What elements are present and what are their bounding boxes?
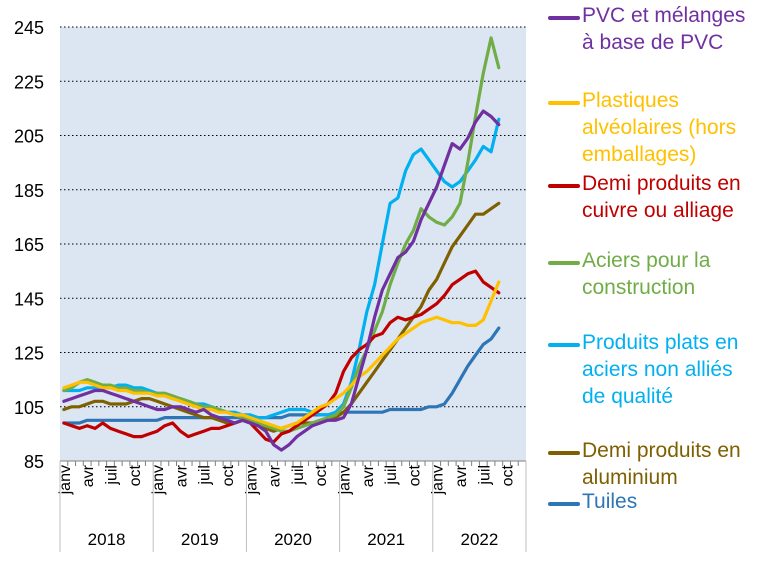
legend-label: Demi produits en cuivre ou alliage <box>582 172 741 222</box>
x-month-label: janv <box>150 465 167 495</box>
x-month-label: oct <box>500 464 517 486</box>
legend-label: Aciers pour la construction <box>582 249 711 299</box>
x-month-label: avr <box>267 464 284 487</box>
x-month-label: janv <box>336 465 353 495</box>
x-month-label: janv <box>57 465 74 495</box>
series-line-5 <box>62 117 501 420</box>
x-year-label: 2020 <box>274 530 312 549</box>
x-month-label: juil <box>290 465 307 486</box>
y-tick-label: 125 <box>14 344 44 364</box>
y-tick-label: 205 <box>14 127 44 147</box>
legend-swatch <box>548 343 580 347</box>
series-line-1 <box>62 109 501 452</box>
x-month-label: avr <box>80 464 97 487</box>
y-tick-label: 165 <box>14 235 44 255</box>
x-month-label: janv <box>243 465 260 495</box>
x-year-label: 2019 <box>181 530 219 549</box>
legend-swatch <box>548 16 580 20</box>
x-month-label: oct <box>313 464 330 486</box>
x-month-label: juil <box>383 465 400 486</box>
y-tick-label: 105 <box>14 398 44 418</box>
gridlines <box>60 26 526 408</box>
legend-swatch <box>548 451 580 455</box>
x-month-label: oct <box>127 464 144 486</box>
legend-swatch <box>548 261 580 265</box>
x-month-label: avr <box>173 464 190 487</box>
series-line-2 <box>62 280 501 430</box>
x-month-label: juil <box>197 465 214 486</box>
x-year-label: 2022 <box>460 530 498 549</box>
legend-label: Produits plats en aciers non alliés de q… <box>582 331 739 408</box>
x-month-label: juil <box>103 465 120 486</box>
y-tick-label: 85 <box>24 452 44 472</box>
legend-label: Plastiques alvéolaires (hors emballages) <box>582 89 737 166</box>
x-month-label: oct <box>406 464 423 486</box>
y-tick-label: 185 <box>14 181 44 201</box>
x-month-label: oct <box>220 464 237 486</box>
y-tick-label: 245 <box>14 18 44 38</box>
legend-swatch <box>548 502 580 506</box>
x-month-label: avr <box>360 464 377 487</box>
legend-label: Tuiles <box>582 490 638 513</box>
legend-label: Demi produits en aluminium <box>582 439 741 489</box>
series-line-4 <box>62 36 501 433</box>
legend-label: PVC et mélanges à base de PVC <box>582 4 746 54</box>
x-month-label: juil <box>476 465 493 486</box>
y-axis-tick-labels: 85 105 125 145 165 185 205 225 245 <box>14 18 44 472</box>
y-tick-label: 145 <box>14 289 44 309</box>
y-tick-label: 225 <box>14 72 44 92</box>
series-line-7 <box>62 326 501 425</box>
legend-swatch <box>548 101 580 105</box>
series-lines <box>62 36 501 452</box>
x-month-label: janv <box>430 465 447 495</box>
series-line-3 <box>62 269 501 444</box>
x-year-label: 2018 <box>88 530 126 549</box>
x-year-label: 2021 <box>367 530 405 549</box>
x-month-label: avr <box>453 464 470 487</box>
legend-swatch <box>548 184 580 188</box>
